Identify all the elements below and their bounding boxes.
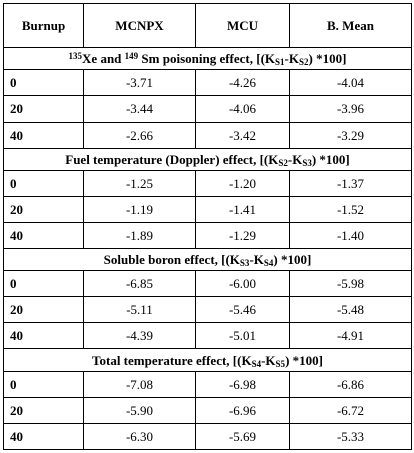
burnup-cell: 20 xyxy=(3,396,84,424)
table-row: 40 -1.89 -1.29 -1.40 xyxy=(3,221,412,250)
mcnpx-cell: -3.71 xyxy=(83,69,196,97)
mcu-cell: -6.00 xyxy=(195,270,290,298)
section-row-doppler: Fuel temperature (Doppler) effect, [(KS2… xyxy=(3,147,412,171)
bmean-cell: -4.04 xyxy=(289,69,412,97)
burnup-cell: 40 xyxy=(3,121,84,149)
table-row: 0 -6.85 -6.00 -5.98 xyxy=(3,270,412,298)
section-title-doppler: Fuel temperature (Doppler) effect, [(KS2… xyxy=(3,147,412,171)
table-row: 40 -2.66 -3.42 -3.29 xyxy=(3,121,412,149)
bmean-cell: -3.96 xyxy=(289,95,412,123)
mcnpx-cell: -3.44 xyxy=(83,95,196,123)
table-row: 0 -7.08 -6.98 -6.86 xyxy=(3,370,412,398)
bmean-cell: -3.29 xyxy=(289,121,412,149)
bmean-cell: -5.98 xyxy=(289,270,412,298)
mcu-cell: -4.06 xyxy=(195,95,290,123)
header-bmean: B. Mean xyxy=(289,2,412,49)
burnup-cell: 20 xyxy=(3,195,84,223)
burnup-cell: 20 xyxy=(3,296,84,324)
mcu-cell: -6.96 xyxy=(195,396,290,424)
section-row-poisoning: 135Xe and 149 Sm poisoning effect, [(KS1… xyxy=(3,47,412,71)
table-row: 20 -1.19 -1.41 -1.52 xyxy=(3,195,412,223)
burnup-cell: 40 xyxy=(3,221,84,250)
section-row-boron: Soluble boron effect, [(KS3-KS4) *100] xyxy=(3,248,412,272)
bmean-cell: -1.52 xyxy=(289,195,412,223)
header-mcnpx: MCNPX xyxy=(83,2,196,49)
mcu-cell: -1.20 xyxy=(195,169,290,197)
burnup-cell: 0 xyxy=(3,169,84,197)
burnup-cell: 40 xyxy=(3,322,84,350)
section-row-total-temperature: Total temperature effect, [(KS4-KS5) *10… xyxy=(3,348,412,372)
mcnpx-cell: -1.89 xyxy=(83,221,196,250)
mcnpx-cell: -1.25 xyxy=(83,169,196,197)
mcnpx-cell: -1.19 xyxy=(83,195,196,223)
mcnpx-cell: -5.90 xyxy=(83,396,196,424)
mcnpx-cell: -6.85 xyxy=(83,270,196,298)
bmean-cell: -1.37 xyxy=(289,169,412,197)
mcnpx-cell: -7.08 xyxy=(83,370,196,398)
mcu-cell: -1.41 xyxy=(195,195,290,223)
table-row: 20 -5.11 -5.46 -5.48 xyxy=(3,296,412,324)
mcu-cell: -5.01 xyxy=(195,322,290,350)
mcu-cell: -5.69 xyxy=(195,422,290,451)
section-title-total-temperature: Total temperature effect, [(KS4-KS5) *10… xyxy=(3,348,412,372)
bmean-cell: -5.48 xyxy=(289,296,412,324)
mcu-cell: -5.46 xyxy=(195,296,290,324)
burnup-cell: 0 xyxy=(3,69,84,97)
reactivity-effects-table: Burnup MCNPX MCU B. Mean 135Xe and 149 S… xyxy=(3,2,412,451)
burnup-cell: 0 xyxy=(3,370,84,398)
table-row: 0 -1.25 -1.20 -1.37 xyxy=(3,169,412,197)
table-row: 0 -3.71 -4.26 -4.04 xyxy=(3,69,412,97)
bmean-cell: -4.91 xyxy=(289,322,412,350)
burnup-cell: 20 xyxy=(3,95,84,123)
mcu-cell: -6.98 xyxy=(195,370,290,398)
mcnpx-cell: -5.11 xyxy=(83,296,196,324)
table-row: 40 -6.30 -5.69 -5.33 xyxy=(3,422,412,451)
burnup-cell: 40 xyxy=(3,422,84,451)
table-row: 20 -3.44 -4.06 -3.96 xyxy=(3,95,412,123)
bmean-cell: -6.72 xyxy=(289,396,412,424)
table-row: 40 -4.39 -5.01 -4.91 xyxy=(3,322,412,350)
burnup-cell: 0 xyxy=(3,270,84,298)
bmean-cell: -1.40 xyxy=(289,221,412,250)
header-row: Burnup MCNPX MCU B. Mean xyxy=(3,2,412,49)
section-title-boron: Soluble boron effect, [(KS3-KS4) *100] xyxy=(3,248,412,272)
bmean-cell: -5.33 xyxy=(289,422,412,451)
mcnpx-cell: -4.39 xyxy=(83,322,196,350)
mcu-cell: -4.26 xyxy=(195,69,290,97)
mcnpx-cell: -2.66 xyxy=(83,121,196,149)
header-mcu: MCU xyxy=(195,2,290,49)
mcu-cell: -1.29 xyxy=(195,221,290,250)
header-burnup: Burnup xyxy=(3,2,84,49)
section-title-poisoning: 135Xe and 149 Sm poisoning effect, [(KS1… xyxy=(3,47,412,71)
bmean-cell: -6.86 xyxy=(289,370,412,398)
mcnpx-cell: -6.30 xyxy=(83,422,196,451)
mcu-cell: -3.42 xyxy=(195,121,290,149)
table-row: 20 -5.90 -6.96 -6.72 xyxy=(3,396,412,424)
